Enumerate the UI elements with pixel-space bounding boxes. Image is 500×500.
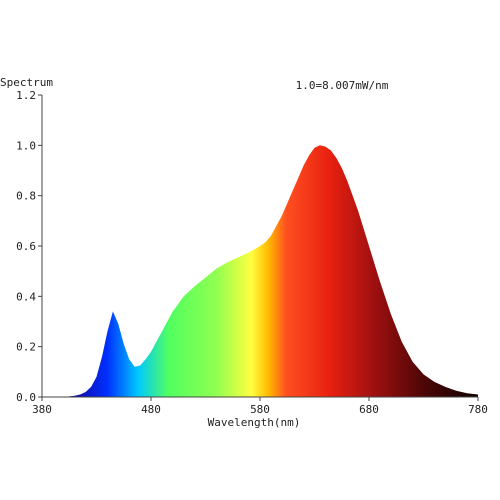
y-tick-label: 0.6 xyxy=(16,240,36,253)
x-axis-ticks: 380 480 580 680 780 xyxy=(32,397,488,416)
y-tick-label: 1.0 xyxy=(16,139,36,152)
y-axis-title: Spectrum xyxy=(0,76,53,89)
scale-annotation: 1.0=8.007mW/nm xyxy=(296,79,389,92)
x-tick-label: 480 xyxy=(141,403,161,416)
y-axis-ticks: 0.0 0.2 0.4 0.6 0.8 1.0 1.2 xyxy=(16,89,42,404)
x-tick-label: 680 xyxy=(359,403,379,416)
x-tick-label: 780 xyxy=(468,403,488,416)
x-axis-title: Wavelength(nm) xyxy=(208,416,301,429)
x-tick-label: 380 xyxy=(32,403,52,416)
y-tick-label: 1.2 xyxy=(16,89,36,102)
x-tick-label: 580 xyxy=(250,403,270,416)
y-tick-label: 0.2 xyxy=(16,341,36,354)
y-tick-label: 0.8 xyxy=(16,190,36,203)
y-tick-label: 0.0 xyxy=(16,391,36,404)
y-tick-label: 0.4 xyxy=(16,290,36,303)
spectrum-series-area xyxy=(42,145,478,397)
